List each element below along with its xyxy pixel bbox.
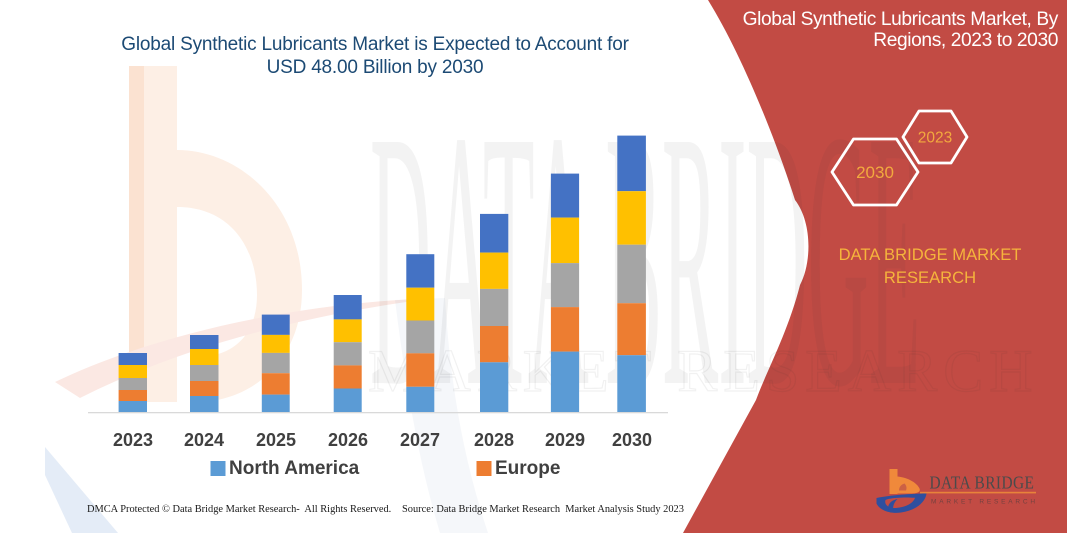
svg-text:MARKET RESEARCH: MARKET RESEARCH <box>368 338 1039 404</box>
svg-text:DATA BRIDGE: DATA BRIDGE <box>930 473 1035 493</box>
svg-text:2023: 2023 <box>918 130 952 147</box>
svg-text:MARKET RESEARCH: MARKET RESEARCH <box>931 499 1038 506</box>
svg-text:2030: 2030 <box>856 163 894 182</box>
